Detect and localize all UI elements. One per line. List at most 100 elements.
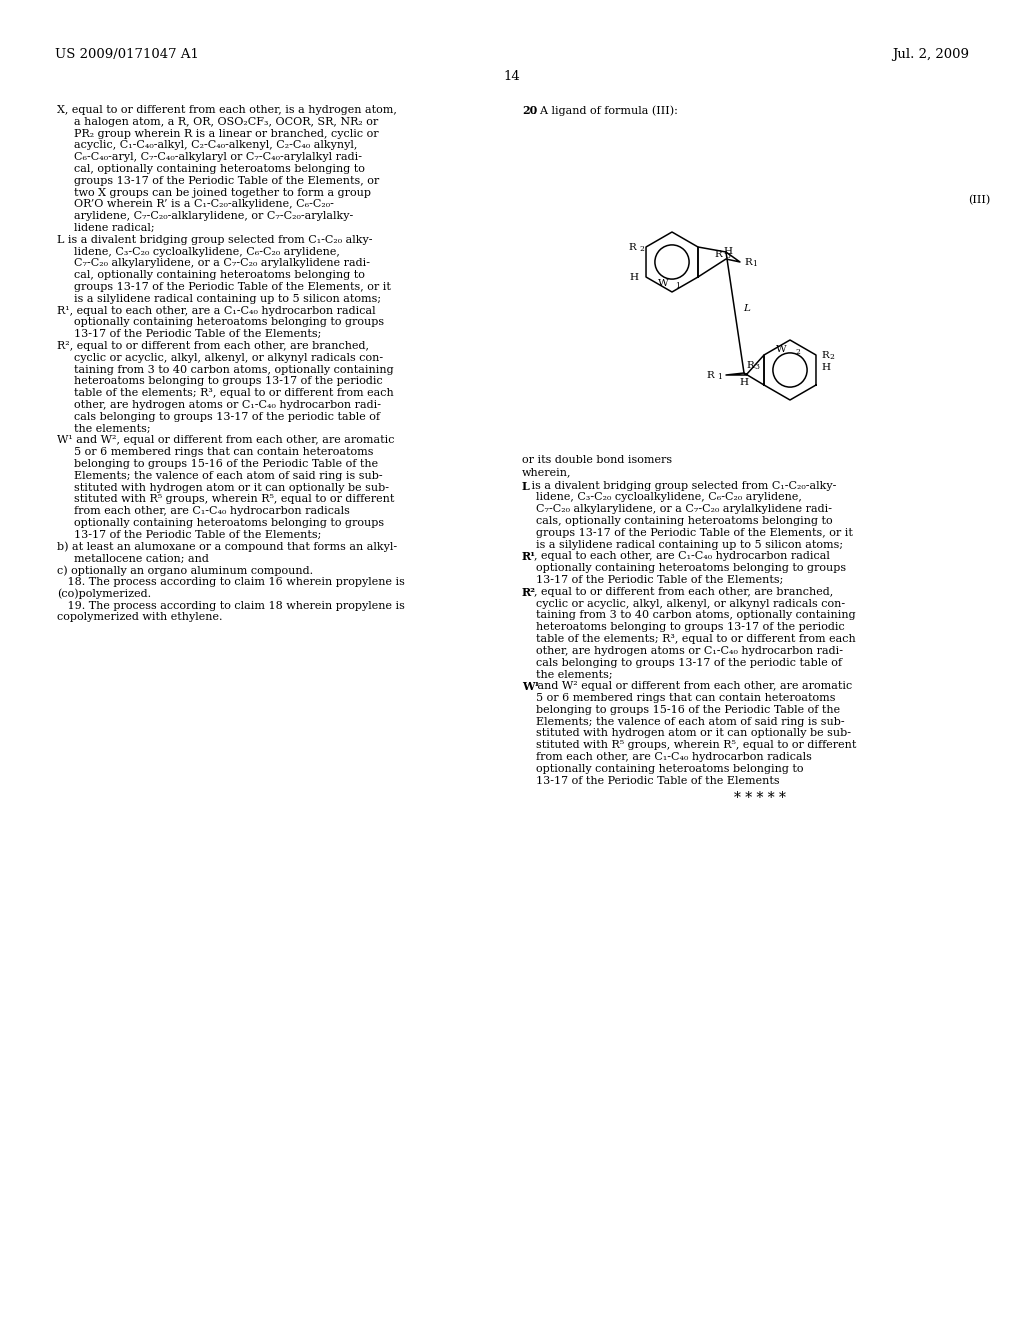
Text: C₇-C₂₀ alkylarylidene, or a C₇-C₂₀ arylalkylidene radi-: C₇-C₂₀ alkylarylidene, or a C₇-C₂₀ aryla…	[74, 259, 370, 268]
Text: cals, optionally containing heteroatoms belonging to: cals, optionally containing heteroatoms …	[536, 516, 833, 525]
Text: 19. The process according to claim 18 wherein propylene is: 19. The process according to claim 18 wh…	[57, 601, 404, 611]
Text: arylidene, C₇-C₂₀-alklarylidene, or C₇-C₂₀-arylalky-: arylidene, C₇-C₂₀-alklarylidene, or C₇-C…	[74, 211, 353, 222]
Text: . A ligand of formula (III):: . A ligand of formula (III):	[534, 106, 678, 116]
Text: lidene radical;: lidene radical;	[74, 223, 155, 234]
Text: cals belonging to groups 13-17 of the periodic table of: cals belonging to groups 13-17 of the pe…	[536, 657, 842, 668]
Text: 2: 2	[829, 352, 834, 360]
Text: table of the elements; R³, equal to or different from each: table of the elements; R³, equal to or d…	[74, 388, 394, 399]
Text: R: R	[746, 360, 754, 370]
Text: H: H	[739, 378, 749, 387]
Text: two X groups can be joined together to form a group: two X groups can be joined together to f…	[74, 187, 371, 198]
Text: belonging to groups 15-16 of the Periodic Table of the: belonging to groups 15-16 of the Periodi…	[536, 705, 840, 715]
Text: W¹ and W², equal or different from each other, are aromatic: W¹ and W², equal or different from each …	[57, 436, 394, 445]
Text: X, equal to or different from each other, is a hydrogen atom,: X, equal to or different from each other…	[57, 106, 397, 115]
Text: W: W	[776, 345, 787, 354]
Text: L: L	[522, 480, 529, 491]
Text: Elements; the valence of each atom of said ring is sub-: Elements; the valence of each atom of sa…	[536, 717, 845, 726]
Text: optionally containing heteroatoms belonging to groups: optionally containing heteroatoms belong…	[74, 517, 384, 528]
Text: from each other, are C₁-C₄₀ hydrocarbon radicals: from each other, are C₁-C₄₀ hydrocarbon …	[536, 752, 812, 762]
Text: is a silylidene radical containing up to 5 silicon atoms;: is a silylidene radical containing up to…	[536, 540, 843, 549]
Text: groups 13-17 of the Periodic Table of the Elements, or: groups 13-17 of the Periodic Table of th…	[74, 176, 379, 186]
Text: R², equal to or different from each other, are branched,: R², equal to or different from each othe…	[57, 341, 369, 351]
Text: R: R	[821, 351, 828, 360]
Text: the elements;: the elements;	[536, 669, 612, 680]
Text: 1: 1	[675, 282, 680, 290]
Text: 2: 2	[795, 348, 800, 356]
Text: stituted with R⁵ groups, wherein R⁵, equal to or different: stituted with R⁵ groups, wherein R⁵, equ…	[74, 495, 394, 504]
Text: (co)polymerized.: (co)polymerized.	[57, 589, 152, 599]
Text: b) at least an alumoxane or a compound that forms an alkyl-: b) at least an alumoxane or a compound t…	[57, 541, 397, 552]
Text: 3: 3	[754, 363, 759, 371]
Text: acyclic, C₁-C₄₀-alkyl, C₂-C₄₀-alkenyl, C₂-C₄₀ alkynyl,: acyclic, C₁-C₄₀-alkyl, C₂-C₄₀-alkenyl, C…	[74, 140, 357, 150]
Text: other, are hydrogen atoms or C₁-C₄₀ hydrocarbon radi-: other, are hydrogen atoms or C₁-C₄₀ hydr…	[74, 400, 381, 411]
Text: cyclic or acyclic, alkyl, alkenyl, or alkynyl radicals con-: cyclic or acyclic, alkyl, alkenyl, or al…	[74, 352, 383, 363]
Text: heteroatoms belonging to groups 13-17 of the periodic: heteroatoms belonging to groups 13-17 of…	[74, 376, 383, 387]
Text: Jul. 2, 2009: Jul. 2, 2009	[892, 48, 969, 61]
Text: PR₂ group wherein R is a linear or branched, cyclic or: PR₂ group wherein R is a linear or branc…	[74, 128, 379, 139]
Text: (III): (III)	[968, 195, 990, 206]
Text: lidene, C₃-C₂₀ cycloalkylidene, C₆-C₂₀ arylidene,: lidene, C₃-C₂₀ cycloalkylidene, C₆-C₂₀ a…	[74, 247, 340, 256]
Text: W¹: W¹	[522, 681, 540, 692]
Text: H: H	[821, 363, 830, 372]
Text: taining from 3 to 40 carbon atoms, optionally containing: taining from 3 to 40 carbon atoms, optio…	[536, 610, 856, 620]
Text: OR’O wherein R’ is a C₁-C₂₀-alkylidene, C₆-C₂₀-: OR’O wherein R’ is a C₁-C₂₀-alkylidene, …	[74, 199, 334, 210]
Text: groups 13-17 of the Periodic Table of the Elements, or it: groups 13-17 of the Periodic Table of th…	[536, 528, 853, 537]
Text: 14: 14	[504, 70, 520, 83]
Text: 2: 2	[639, 246, 644, 253]
Text: optionally containing heteroatoms belonging to: optionally containing heteroatoms belong…	[536, 764, 804, 774]
Text: is a divalent bridging group selected from C₁-C₂₀-alky-: is a divalent bridging group selected fr…	[528, 480, 837, 491]
Text: heteroatoms belonging to groups 13-17 of the periodic: heteroatoms belonging to groups 13-17 of…	[536, 622, 845, 632]
Text: US 2009/0171047 A1: US 2009/0171047 A1	[55, 48, 199, 61]
Text: cal, optionally containing heteroatoms belonging to: cal, optionally containing heteroatoms b…	[74, 164, 365, 174]
Text: c) optionally an organo aluminum compound.: c) optionally an organo aluminum compoun…	[57, 565, 313, 576]
Text: H: H	[629, 273, 638, 282]
Text: 1: 1	[752, 260, 757, 268]
Text: the elements;: the elements;	[74, 424, 151, 433]
Text: cal, optionally containing heteroatoms belonging to: cal, optionally containing heteroatoms b…	[74, 271, 365, 280]
Text: belonging to groups 15-16 of the Periodic Table of the: belonging to groups 15-16 of the Periodi…	[74, 459, 378, 469]
Text: optionally containing heteroatoms belonging to groups: optionally containing heteroatoms belong…	[536, 564, 846, 573]
Text: optionally containing heteroatoms belonging to groups: optionally containing heteroatoms belong…	[74, 317, 384, 327]
Text: 5 or 6 membered rings that can contain heteroatoms: 5 or 6 membered rings that can contain h…	[536, 693, 836, 704]
Text: or its double bond isomers: or its double bond isomers	[522, 455, 672, 465]
Text: R¹, equal to each other, are a C₁-C₄₀ hydrocarbon radical: R¹, equal to each other, are a C₁-C₄₀ hy…	[57, 306, 376, 315]
Text: L is a divalent bridging group selected from C₁-C₂₀ alky-: L is a divalent bridging group selected …	[57, 235, 373, 244]
Text: other, are hydrogen atoms or C₁-C₄₀ hydrocarbon radi-: other, are hydrogen atoms or C₁-C₄₀ hydr…	[536, 645, 843, 656]
Text: stituted with hydrogen atom or it can optionally be sub-: stituted with hydrogen atom or it can op…	[536, 729, 851, 738]
Text: 5 or 6 membered rings that can contain heteroatoms: 5 or 6 membered rings that can contain h…	[74, 447, 374, 457]
Text: copolymerized with ethylene.: copolymerized with ethylene.	[57, 612, 222, 623]
Text: wherein,: wherein,	[522, 467, 571, 477]
Text: R: R	[714, 249, 722, 259]
Text: R: R	[744, 257, 752, 267]
Text: 13-17 of the Periodic Table of the Elements;: 13-17 of the Periodic Table of the Eleme…	[74, 329, 322, 339]
Text: , equal to or different from each other, are branched,: , equal to or different from each other,…	[535, 587, 834, 597]
Text: is a silylidene radical containing up to 5 silicon atoms;: is a silylidene radical containing up to…	[74, 294, 381, 304]
Text: cyclic or acyclic, alkyl, alkenyl, or alkynyl radicals con-: cyclic or acyclic, alkyl, alkenyl, or al…	[536, 598, 845, 609]
Text: metallocene cation; and: metallocene cation; and	[74, 553, 209, 564]
Text: stituted with R⁵ groups, wherein R⁵, equal to or different: stituted with R⁵ groups, wherein R⁵, equ…	[536, 741, 856, 750]
Text: W: W	[658, 279, 669, 288]
Text: 13-17 of the Periodic Table of the Elements;: 13-17 of the Periodic Table of the Eleme…	[74, 529, 322, 540]
Text: R²: R²	[522, 587, 536, 598]
Text: 13-17 of the Periodic Table of the Elements: 13-17 of the Periodic Table of the Eleme…	[536, 776, 779, 785]
Text: , equal to each other, are C₁-C₄₀ hydrocarbon radical: , equal to each other, are C₁-C₄₀ hydroc…	[535, 552, 830, 561]
Text: L: L	[743, 304, 750, 313]
Text: R¹: R¹	[522, 552, 536, 562]
Text: H: H	[724, 247, 732, 256]
Text: C₆-C₄₀-aryl, C₇-C₄₀-alkylaryl or C₇-C₄₀-arylalkyl radi-: C₆-C₄₀-aryl, C₇-C₄₀-alkylaryl or C₇-C₄₀-…	[74, 152, 362, 162]
Text: 1: 1	[717, 374, 722, 381]
Text: R: R	[629, 243, 636, 252]
Text: lidene, C₃-C₂₀ cycloalkylidene, C₆-C₂₀ arylidene,: lidene, C₃-C₂₀ cycloalkylidene, C₆-C₂₀ a…	[536, 492, 802, 503]
Text: taining from 3 to 40 carbon atoms, optionally containing: taining from 3 to 40 carbon atoms, optio…	[74, 364, 393, 375]
Text: cals belonging to groups 13-17 of the periodic table of: cals belonging to groups 13-17 of the pe…	[74, 412, 380, 422]
Text: 13-17 of the Periodic Table of the Elements;: 13-17 of the Periodic Table of the Eleme…	[536, 576, 783, 585]
Text: table of the elements; R³, equal to or different from each: table of the elements; R³, equal to or d…	[536, 634, 856, 644]
Text: stituted with hydrogen atom or it can optionally be sub-: stituted with hydrogen atom or it can op…	[74, 483, 389, 492]
Text: from each other, are C₁-C₄₀ hydrocarbon radicals: from each other, are C₁-C₄₀ hydrocarbon …	[74, 506, 350, 516]
Text: C₇-C₂₀ alkylarylidene, or a C₇-C₂₀ arylalkylidene radi-: C₇-C₂₀ alkylarylidene, or a C₇-C₂₀ aryla…	[536, 504, 831, 515]
Text: groups 13-17 of the Periodic Table of the Elements, or it: groups 13-17 of the Periodic Table of th…	[74, 282, 391, 292]
Text: Elements; the valence of each atom of said ring is sub-: Elements; the valence of each atom of sa…	[74, 471, 383, 480]
Text: 3: 3	[725, 252, 730, 260]
Text: * * * * *: * * * * *	[734, 792, 786, 805]
Text: a halogen atom, a R, OR, OSO₂CF₃, OCOR, SR, NR₂ or: a halogen atom, a R, OR, OSO₂CF₃, OCOR, …	[74, 116, 378, 127]
